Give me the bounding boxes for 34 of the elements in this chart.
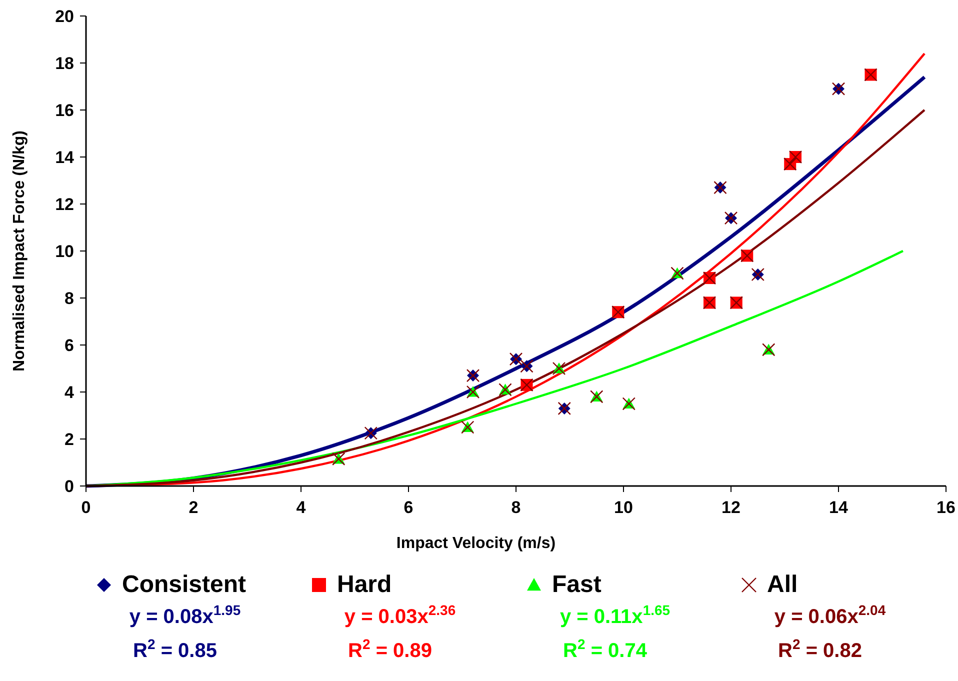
y-tick-label: 16 [55, 101, 74, 120]
text: R$^{2}$ = 0.89 [348, 636, 432, 662]
x-tick-label: 16 [936, 498, 956, 517]
y-tick-label: 18 [55, 54, 74, 73]
legend-label: Hard [337, 571, 392, 598]
x-tick-label: 14 [829, 498, 848, 517]
text: y = 0.08x$^{1.95}$ [129, 602, 241, 628]
text: y = 0.06x$^{2.04}$ [774, 602, 886, 628]
x-tick-label: 4 [296, 498, 306, 517]
x-tick-label: 2 [188, 498, 198, 517]
y-tick-label: 10 [55, 242, 74, 261]
x-tick-label: 10 [614, 498, 633, 517]
y-tick-label: 20 [55, 7, 74, 26]
x-tick-label: 12 [722, 498, 740, 517]
y-tick-label: 4 [64, 383, 75, 402]
legend-label: Fast [552, 571, 602, 598]
text: y = 0.11x$^{1.65}$ [560, 602, 670, 628]
text: R$^{2}$ = 0.82 [778, 636, 862, 662]
y-tick-label: 6 [64, 336, 74, 355]
text: R$^{2}$ = 0.85 [133, 636, 217, 662]
y-tick-label: 8 [64, 289, 74, 308]
x-tick-label: 8 [511, 498, 521, 517]
y-tick-label: 0 [64, 477, 74, 496]
y-tick-label: 12 [55, 195, 74, 214]
text: y = 0.03x$^{2.36}$ [344, 602, 456, 628]
x-tick-label: 6 [404, 498, 414, 517]
legend-label: Consistent [122, 571, 246, 598]
x-axis-title: Impact Velocity (m/s) [396, 535, 556, 552]
legend-label: All [767, 571, 798, 598]
text: R$^{2}$ = 0.74 [563, 636, 648, 662]
y-axis-title: Normalised Impact Force (N/kg) [11, 130, 28, 372]
y-tick-label: 14 [55, 148, 75, 167]
x-tick-label: 0 [81, 498, 91, 517]
y-tick-label: 2 [64, 430, 74, 449]
